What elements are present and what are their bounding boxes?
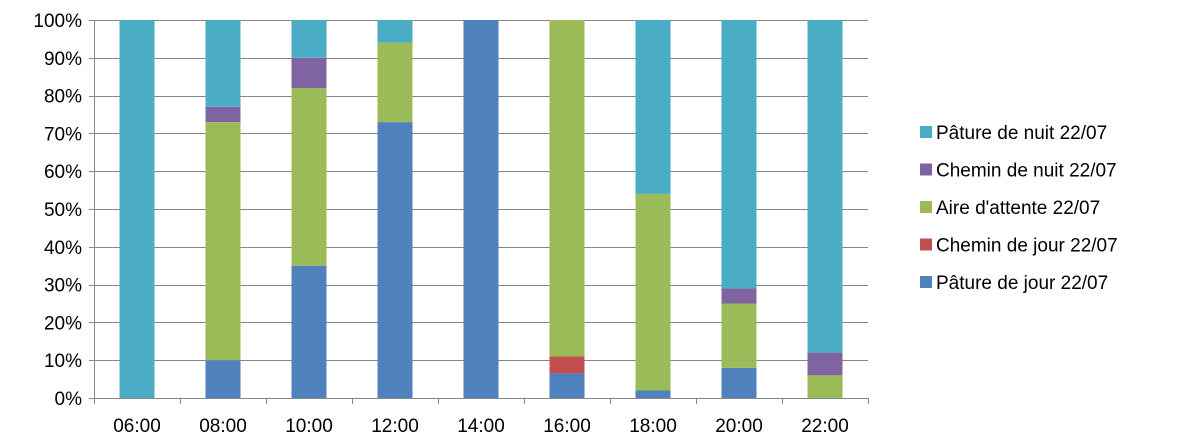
- legend-label: Chemin de jour 22/07: [936, 236, 1118, 257]
- legend-swatch: [920, 163, 932, 176]
- bar-segment: [721, 20, 757, 289]
- y-tick-label: 20%: [44, 313, 82, 334]
- y-tick-label: 100%: [33, 11, 82, 32]
- legend-label: Chemin de nuit 22/07: [936, 161, 1117, 182]
- y-tick-label: 0%: [55, 389, 83, 410]
- bar-segment: [205, 106, 241, 122]
- x-tick-label: 22:00: [801, 416, 849, 437]
- bar-segment: [291, 88, 327, 266]
- bar-segment: [721, 367, 757, 398]
- y-tick-label: 30%: [44, 276, 82, 297]
- y-tick-label: 70%: [44, 124, 82, 145]
- bar-segment: [721, 303, 757, 368]
- bar-segment: [377, 42, 413, 123]
- bar-segment: [549, 373, 585, 398]
- bar-segment: [377, 122, 413, 398]
- y-tick-label: 60%: [44, 162, 82, 183]
- bar-segment: [119, 20, 155, 398]
- bar-segment: [635, 390, 671, 398]
- legend-swatch: [920, 201, 932, 213]
- legend-swatch: [920, 238, 932, 251]
- bar-segment: [721, 288, 757, 304]
- bar-segment: [635, 193, 671, 391]
- x-tick-label: 16:00: [543, 416, 591, 437]
- x-tick-label: 14:00: [457, 416, 505, 437]
- bar-segment: [205, 360, 241, 398]
- x-axis-ticks: 06:00 08:00 10:00 12:00 14:00 16:00 18:00 20:00…: [113, 416, 849, 437]
- bar-segment: [377, 20, 413, 43]
- bar-segment: [549, 20, 585, 357]
- bar-segment: [463, 20, 499, 398]
- bar-segment: [291, 20, 327, 58]
- x-tick-label: 18:00: [629, 416, 677, 437]
- legend-swatch: [920, 276, 932, 288]
- y-tick-label: 80%: [44, 87, 82, 108]
- legend-label: Aire d'attente 22/07: [936, 198, 1100, 219]
- bar-segment: [807, 375, 843, 398]
- bar-segment: [291, 265, 327, 398]
- legend-label: Pâture de nuit 22/07: [936, 123, 1107, 144]
- bar-segment: [807, 352, 843, 376]
- legend: Pâture de nuit 22/07 Chemin de nuit 22/07…: [920, 123, 1118, 294]
- y-tick-label: 50%: [44, 200, 82, 221]
- bar-segment: [205, 122, 241, 361]
- bar-segment: [807, 20, 843, 353]
- y-tick-label: 10%: [44, 351, 82, 372]
- x-tick-label: 20:00: [715, 416, 763, 437]
- bar-segment: [549, 356, 585, 374]
- axes: [89, 20, 869, 404]
- bars: [119, 20, 843, 398]
- y-tick-label: 90%: [44, 49, 82, 70]
- y-tick-label: 40%: [44, 238, 82, 259]
- x-tick-label: 10:00: [285, 416, 333, 437]
- x-tick-label: 08:00: [199, 416, 247, 437]
- bar-segment: [635, 20, 671, 194]
- legend-swatch: [920, 126, 932, 138]
- y-axis-ticks: 0% 10% 20% 30% 40% 50% 60% 70% 80% 90% 100%: [33, 11, 82, 410]
- bar-segment: [291, 57, 327, 88]
- bar-segment: [205, 20, 241, 107]
- x-tick-label: 12:00: [371, 416, 419, 437]
- legend-label: Pâture de jour 22/07: [936, 273, 1108, 294]
- x-tick-label: 06:00: [113, 416, 161, 437]
